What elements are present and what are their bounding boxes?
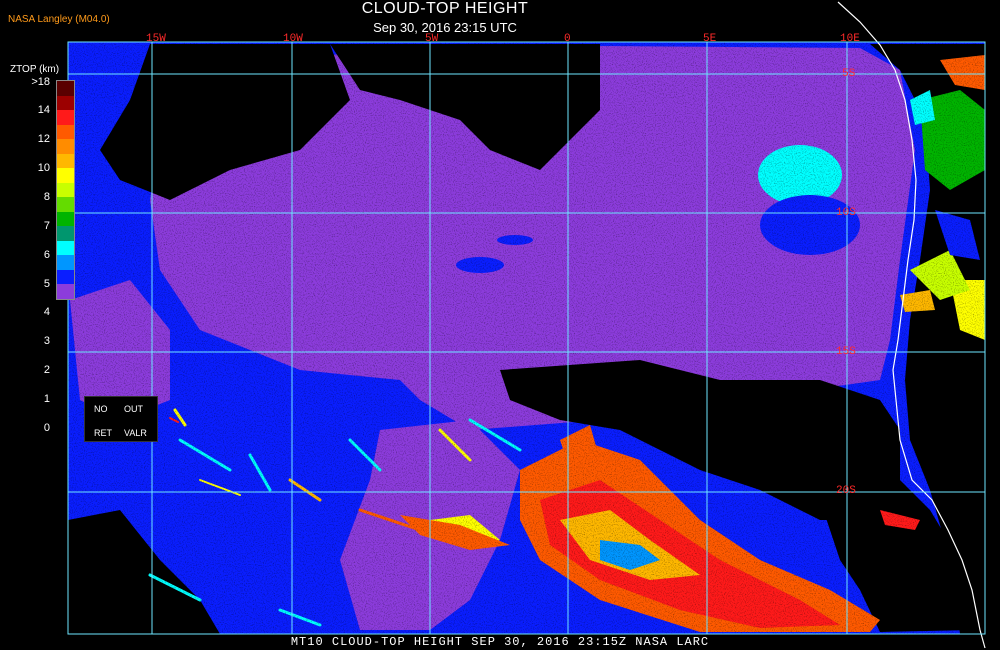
legend-swatch [57,124,74,139]
lon-label-10e: 10E [840,33,860,45]
lon-label-5w: 5W [425,33,439,45]
timestamp: Sep 30, 2016 23:15 UTC [373,20,517,35]
legend-tick-label: 7 [43,220,50,232]
legend-swatch [57,211,74,226]
lat-label-20s: 20S [836,485,856,497]
legend-tick-label: 3 [43,335,50,347]
legend-tick-label: 1 [43,393,50,405]
legend-valr-label: VALR [124,428,147,438]
legend-swatch [57,81,74,96]
legend-tick-label: 2 [43,364,50,376]
legend-swatch [57,182,74,197]
footer-caption: MT10 CLOUD-TOP HEIGHT SEP 30, 2016 23:15… [290,635,710,649]
legend-swatch [57,139,74,154]
legend-flag-box: NO OUT RET VALR [84,396,158,442]
page-title: CLOUD-TOP HEIGHT [361,0,529,17]
legend-tick-label: 14 [37,104,50,116]
legend-swatch [57,226,74,241]
coastline [837,1,986,649]
legend-ret-label: RET [94,428,112,438]
lon-label-0: 0 [564,33,571,45]
legend-swatch [57,197,74,212]
lon-label-5e: 5E [703,33,717,45]
color-scale-bar [56,80,75,300]
lon-label-10w: 10W [283,33,303,45]
lon-label-15w: 15W [146,33,166,45]
legend-swatch [57,240,74,255]
legend-tick-label: 8 [43,191,50,203]
lat-label-5s: 5S [842,68,856,80]
legend-title: ZTOP (km) [10,64,60,75]
legend-tick-label: 0 [43,422,50,434]
legend-no-label: NO [94,404,108,414]
legend-tick-label: 5 [43,278,50,290]
legend-swatch [57,95,74,110]
legend-swatch [57,153,74,168]
lat-label-15s: 15S [836,346,856,358]
legend-out-label: OUT [124,404,143,414]
lat-lon-grid [67,41,986,635]
agency-label: NASA Langley (M04.0) [8,14,110,25]
legend-tick-label: 10 [37,162,50,174]
legend-tick-label: 6 [43,249,50,261]
lat-label-10s: 10S [836,207,856,219]
legend-tick-label: 4 [43,306,50,318]
legend-tick-label: >18 [31,76,50,88]
legend-tick-label: 12 [37,133,50,145]
legend-swatch [57,255,74,270]
legend-swatch [57,269,74,284]
legend-swatch [57,168,74,183]
legend-swatch [57,110,74,125]
legend-swatch [57,284,74,299]
